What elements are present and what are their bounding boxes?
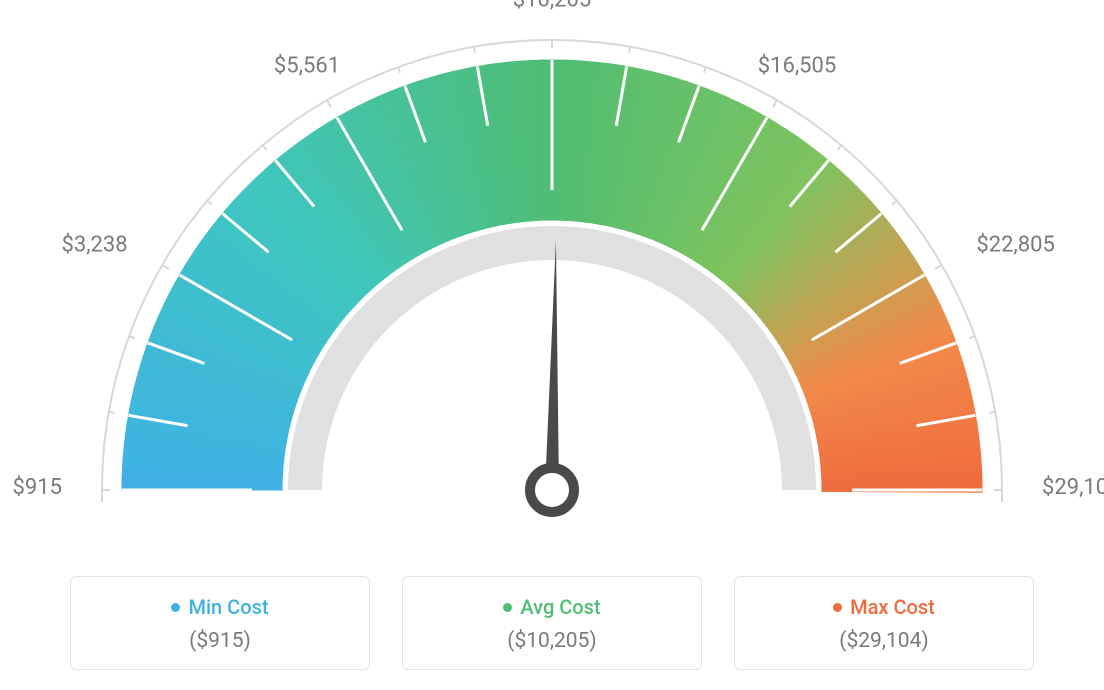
legend-title-min: Min Cost <box>171 595 268 619</box>
legend-label: Max Cost <box>850 595 935 619</box>
legend-card-min: Min Cost ($915) <box>70 576 370 670</box>
gauge-svg <box>32 30 1072 590</box>
dot-icon <box>171 603 180 612</box>
gauge-tick-label: $3,238 <box>61 233 127 258</box>
gauge-tick-label: $5,561 <box>274 53 340 78</box>
cost-gauge: $915 $3,238 $5,561 $10,205 $16,505 $22,805 $29… <box>0 0 1104 560</box>
gauge-tick-label: $29,104 <box>1042 475 1104 500</box>
legend-title-max: Max Cost <box>833 595 935 619</box>
gauge-tick-label: $16,505 <box>758 53 837 78</box>
legend-row: Min Cost ($915) Avg Cost ($10,205) Max C… <box>0 576 1104 670</box>
legend-value: ($29,104) <box>745 629 1023 653</box>
legend-value: ($915) <box>81 629 359 653</box>
legend-card-avg: Avg Cost ($10,205) <box>402 576 702 670</box>
gauge-tick-label: $915 <box>13 475 62 500</box>
gauge-tick-label: $10,205 <box>513 0 592 13</box>
legend-title-avg: Avg Cost <box>503 595 600 619</box>
legend-label: Avg Cost <box>520 595 600 619</box>
legend-label: Min Cost <box>188 595 268 619</box>
dot-icon <box>833 603 842 612</box>
dot-icon <box>503 603 512 612</box>
gauge-tick-label: $22,805 <box>976 233 1055 258</box>
legend-card-max: Max Cost ($29,104) <box>734 576 1034 670</box>
legend-value: ($10,205) <box>413 629 691 653</box>
